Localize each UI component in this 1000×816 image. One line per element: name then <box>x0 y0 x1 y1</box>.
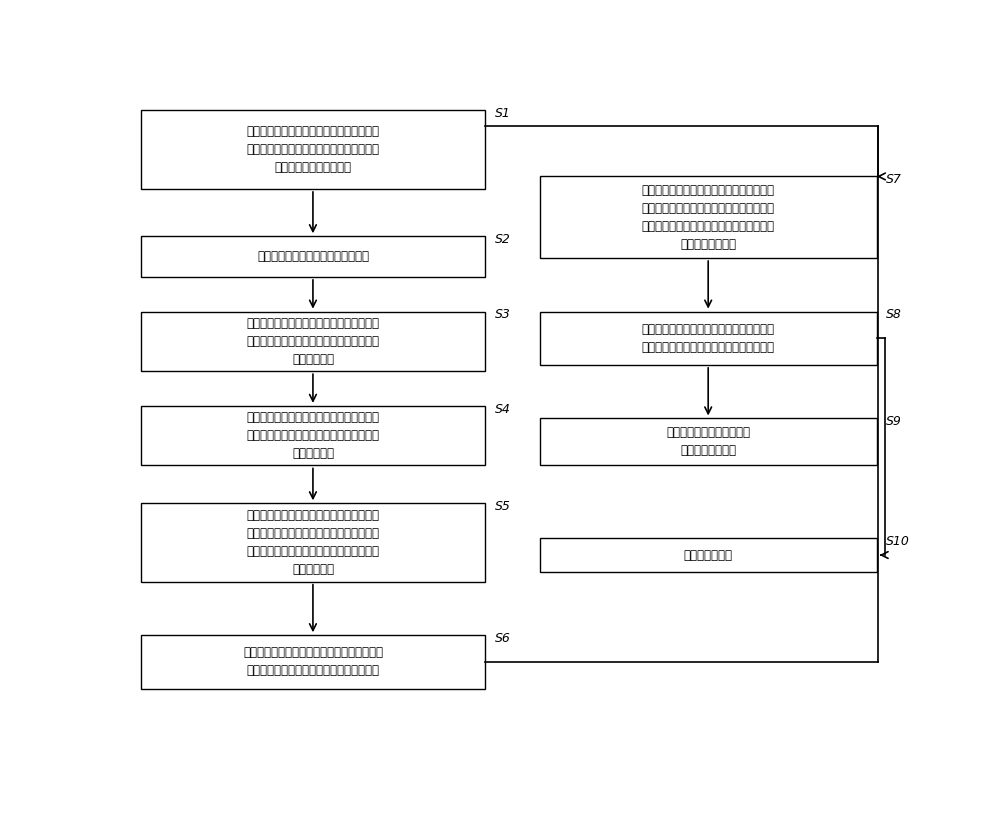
Text: S8: S8 <box>886 308 902 322</box>
Text: S1: S1 <box>495 108 511 120</box>
Text: S6: S6 <box>495 632 511 645</box>
Text: S4: S4 <box>495 402 511 415</box>
Text: 请求端根据网络请求生成请求数据包: 请求端根据网络请求生成请求数据包 <box>257 250 369 263</box>
Text: 访问端接收到第一校验值后，向请求端发送
第二校验值，第二校验值由访问端名称和第
二随机值组成: 访问端接收到第一校验值后，向请求端发送 第二校验值，第二校验值由访问端名称和第 … <box>246 411 379 460</box>
Text: S2: S2 <box>495 233 511 246</box>
Bar <box>140 503 485 582</box>
Bar <box>540 538 877 572</box>
Bar <box>140 635 485 689</box>
Text: S7: S7 <box>886 173 902 186</box>
Bar <box>140 236 485 277</box>
Bar <box>140 110 485 189</box>
Text: 请求端生成第一校验值，并将第一校验值发
送到访问端，第一校验值由请求端名称和第
一随机值组成: 请求端生成第一校验值，并将第一校验值发 送到访问端，第一校验值由请求端名称和第 … <box>246 317 379 366</box>
Text: 请求端将序列号添加到请求数据包的头部组成
重组数据包，并将重组数据包发送到访问端: 请求端将序列号添加到请求数据包的头部组成 重组数据包，并将重组数据包发送到访问端 <box>243 646 383 677</box>
Text: S3: S3 <box>495 308 511 322</box>
Text: 请求端接收到第二校验值后，从数据类型关
系表中获取请求数据包的类型所对应的随机
代码，将第一随机值、随机代码和第二随机
值组成序列号: 请求端接收到第二校验值后，从数据类型关 系表中获取请求数据包的类型所对应的随机 … <box>246 509 379 576</box>
Text: S10: S10 <box>886 534 910 548</box>
Text: 访问端比对重组数据包中的第一随机值与第
一校验值中的第一随机值是否一致以及重组
数据包中的第二随机值与第二校验值中的第
二随机值是否一致: 访问端比对重组数据包中的第一随机值与第 一校验值中的第一随机值是否一致以及重组 … <box>642 184 775 251</box>
Text: 访问端去除重组数据包的头
部得到请求数据包: 访问端去除重组数据包的头 部得到请求数据包 <box>666 427 750 458</box>
Text: 访问端根据数据类型关系表判断重组数据包
中的随机代码与重组数据包的类型是否匹配: 访问端根据数据类型关系表判断重组数据包 中的随机代码与重组数据包的类型是否匹配 <box>642 323 775 354</box>
Text: 请求端和访问端获取数据类型关系表，数据
类型关系表记录请求数据包的所有类型以及
每一类型对应的随机代码: 请求端和访问端获取数据类型关系表，数据 类型关系表记录请求数据包的所有类型以及 … <box>246 126 379 175</box>
Bar <box>140 406 485 465</box>
Text: 丢弃重组数据包: 丢弃重组数据包 <box>684 548 733 561</box>
Text: S5: S5 <box>495 500 511 513</box>
Bar <box>540 176 877 258</box>
Bar <box>540 312 877 365</box>
Bar <box>540 419 877 465</box>
Text: S9: S9 <box>886 415 902 428</box>
Bar <box>140 312 485 371</box>
